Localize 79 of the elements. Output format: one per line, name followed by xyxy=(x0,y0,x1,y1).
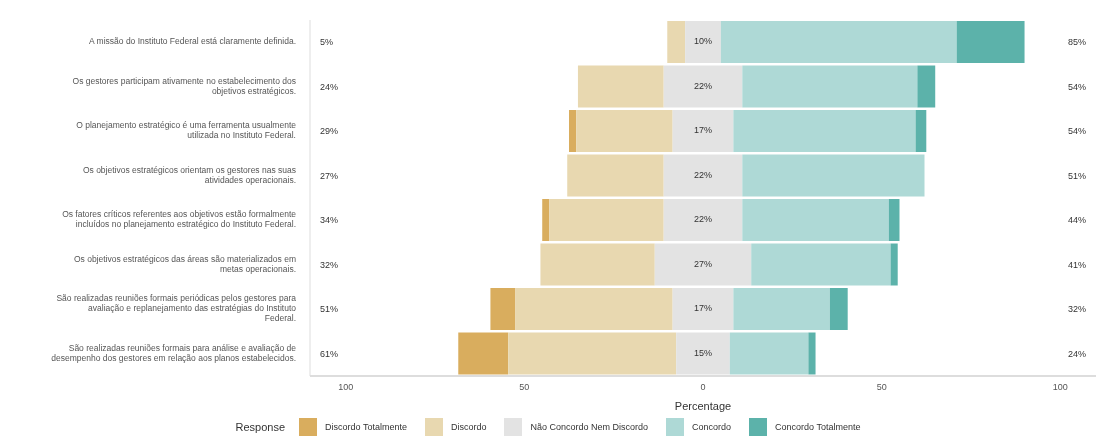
bar xyxy=(577,65,664,108)
bar xyxy=(490,288,516,330)
bar xyxy=(917,65,936,108)
bar xyxy=(515,288,673,330)
data-label: 22% xyxy=(693,169,713,180)
y-tick-label: Os fatores críticos referentes aos objetivos estão formalmente incluídos no planejamento estratégico do Instituto Federal. xyxy=(62,209,297,230)
y-tick-label: O planejamento estratégico é uma ferramenta usualmente utilizada no Instituto Federal. xyxy=(76,120,297,141)
data-label: 22% xyxy=(693,214,713,225)
bar xyxy=(508,332,677,375)
annotation: 27% xyxy=(320,170,339,181)
annotation: 54% xyxy=(1067,126,1086,137)
legend-label: Não Concordo Nem Discordo xyxy=(530,422,649,432)
bar xyxy=(663,65,743,108)
y-tick-label: São realizadas reuniões formais periódicas pelos gestores para avaliação e replanejamento das estratégias do Instituto Federal. xyxy=(56,293,297,324)
bar xyxy=(890,243,898,286)
bar xyxy=(742,154,925,197)
bar xyxy=(751,243,891,286)
annotation: 41% xyxy=(1067,259,1086,270)
bar xyxy=(733,288,830,330)
bar xyxy=(720,21,957,63)
bar xyxy=(676,332,730,375)
bar xyxy=(576,110,673,152)
annotation: 29% xyxy=(320,126,339,137)
data-label: 17% xyxy=(693,125,713,136)
legend-label: Discordo xyxy=(450,422,487,432)
legend-label: Discordo Totalmente xyxy=(325,422,407,432)
bar xyxy=(742,199,889,241)
bar xyxy=(956,21,1025,63)
y-tick-label: A missão do Instituto Federal está claramente definida. xyxy=(89,36,296,47)
annotation: 54% xyxy=(1067,81,1086,92)
annotation: 61% xyxy=(320,348,339,359)
bar xyxy=(808,332,816,375)
bar xyxy=(663,154,743,197)
data-label: 15% xyxy=(693,347,713,358)
bar xyxy=(663,199,743,241)
data-label: 10% xyxy=(693,36,713,47)
bar xyxy=(672,288,734,330)
data-label: 27% xyxy=(693,258,713,269)
y-tick-label: Os objetivos estratégicos das áreas são materializados em metas operacionais. xyxy=(73,254,296,274)
bar xyxy=(458,332,509,375)
annotation: 51% xyxy=(320,304,339,315)
data-label: 22% xyxy=(693,80,713,91)
bar xyxy=(888,199,900,241)
x-tick-label: 0 xyxy=(700,382,706,393)
bar xyxy=(733,110,916,152)
bar xyxy=(829,288,848,330)
bar xyxy=(729,332,809,375)
bar xyxy=(542,199,550,241)
legend-label: Concordo Totalmente xyxy=(775,422,861,432)
legend-label: Concordo xyxy=(692,422,732,432)
annotation: 32% xyxy=(1067,304,1086,315)
x-axis-title: Percentage xyxy=(674,400,732,412)
annotation: 32% xyxy=(320,259,339,270)
x-tick-label: 100 xyxy=(338,382,354,393)
y-tick-label: Os objetivos estratégicos orientam os gestores nas suas atividades operacionais. xyxy=(82,165,296,185)
annotation: 44% xyxy=(1067,215,1086,226)
annotation: 24% xyxy=(1067,348,1086,359)
annotation: 85% xyxy=(1067,37,1086,48)
annotation: 5% xyxy=(320,37,334,48)
bar xyxy=(685,21,721,63)
legend-title: Response xyxy=(235,421,286,433)
bar xyxy=(540,243,655,286)
annotation: 24% xyxy=(320,81,339,92)
bar xyxy=(569,110,577,152)
bar xyxy=(549,199,664,241)
annotation: 34% xyxy=(320,215,339,226)
bar xyxy=(567,154,664,197)
x-tick-label: 50 xyxy=(519,382,530,393)
bar xyxy=(672,110,734,152)
x-tick-label: 50 xyxy=(876,382,887,393)
bar xyxy=(667,21,686,63)
bar xyxy=(742,65,918,108)
y-tick-label: Os gestores participam ativamente no estabelecimento dos objetivos estratégicos. xyxy=(72,76,296,96)
bar xyxy=(654,243,752,286)
annotation: 51% xyxy=(1067,170,1086,181)
data-label: 17% xyxy=(693,303,713,314)
y-tick-label: São realizadas reuniões formais para análise e avaliação de desempenho dos gestores em relação aos planos estabelecidos. xyxy=(51,343,297,363)
x-tick-label: 100 xyxy=(1052,382,1068,393)
bar xyxy=(915,110,927,152)
